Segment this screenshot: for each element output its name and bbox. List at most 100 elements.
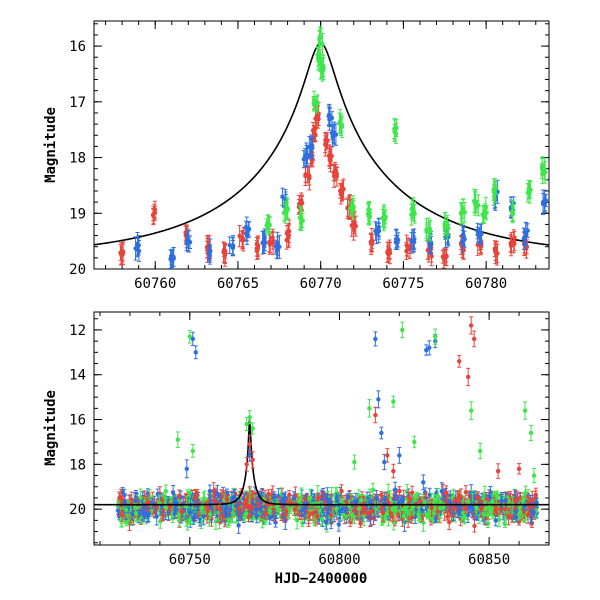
top-series-1-point	[301, 156, 306, 162]
top-series-2-point	[492, 186, 498, 192]
top-axis-ticks: 60760 60765 60770 60775 60780 16 17 18 19 20	[69, 21, 549, 292]
top-series-0-point	[524, 245, 529, 250]
top-series-0-point	[119, 253, 124, 258]
top-series-1-point	[376, 224, 381, 230]
top-series-2-point	[338, 118, 343, 124]
top-series-1-point	[135, 247, 140, 252]
top-series-1-point	[479, 231, 484, 237]
top-series-0-point	[385, 251, 391, 257]
top-series-1-point	[475, 232, 480, 237]
top-series-1-point	[395, 237, 401, 243]
top-series-2-point	[392, 129, 397, 135]
top-series-0-point	[221, 247, 227, 253]
top-series-2-point	[528, 187, 533, 192]
top-series-0-point	[444, 253, 449, 258]
top-series-1-point	[274, 248, 279, 253]
top-series-1-point	[275, 243, 280, 249]
bottom-data-layer	[94, 316, 549, 534]
top-series-1-point	[543, 198, 549, 203]
top-series-2-point	[367, 207, 372, 213]
top-series-0-point	[333, 168, 339, 173]
top-series-1-point	[327, 114, 333, 119]
top-y-axis-title: Magnitude	[43, 107, 59, 183]
top-series-1-point	[170, 257, 175, 262]
top-y-tick-label: 16	[69, 39, 86, 55]
top-panel: 60760 60765 60770 60775 60780 16 17 18 19 20 Magn…	[43, 20, 550, 292]
top-series-1-point	[521, 236, 527, 242]
top-plot-frame	[93, 20, 550, 270]
top-series-0-point	[267, 239, 272, 245]
bottom-band-point	[236, 523, 241, 528]
bottom-y-tick-label: 16	[69, 413, 86, 429]
top-series-2-point	[350, 203, 355, 208]
bottom-y-tick-label: 12	[69, 323, 86, 339]
top-series-2-point	[428, 228, 433, 233]
top-series-1-point	[540, 201, 546, 207]
top-series-1-point	[304, 152, 309, 157]
top-series-2-point	[317, 37, 322, 42]
top-series-0-point	[150, 212, 156, 217]
bottom-x-tick-label: 60800	[318, 552, 360, 568]
top-x-tick-label: 60765	[217, 276, 259, 292]
top-series-1-point	[207, 250, 212, 256]
top-series-0-point	[237, 233, 242, 239]
top-series-2-point	[483, 205, 488, 210]
top-series-1-point	[280, 194, 285, 199]
top-series-2-point	[321, 63, 326, 69]
top-series-0-point	[331, 173, 337, 179]
top-y-tick-label: 17	[69, 95, 86, 111]
top-series-2-point	[320, 41, 325, 47]
top-series-2-point	[462, 210, 467, 215]
top-series-1-point	[525, 228, 530, 233]
top-series-0-point	[341, 186, 346, 192]
top-series-0-point	[327, 155, 332, 160]
top-series-0-point	[493, 250, 498, 255]
bottom-clipped-data	[94, 316, 549, 534]
top-series-1-point	[186, 239, 191, 244]
bottom-band-point	[336, 522, 342, 527]
top-series-0-point	[440, 254, 446, 260]
top-series-0-point	[511, 239, 516, 244]
top-series-1-point	[307, 144, 312, 150]
top-y-tick-label: 19	[69, 206, 86, 222]
top-series-2-point	[339, 124, 345, 129]
top-series-1-point	[262, 240, 268, 246]
top-series-0-point	[305, 172, 311, 177]
top-series-2-point	[492, 194, 497, 199]
top-x-tick-label: 60775	[382, 276, 424, 292]
top-x-tick-label: 60770	[300, 276, 342, 292]
bottom-x-tick-label: 60750	[169, 552, 211, 568]
top-series-2-point	[443, 220, 448, 226]
top-series-2-point	[380, 215, 385, 221]
top-series-1-point	[411, 239, 417, 245]
top-series-1-point	[333, 132, 339, 137]
bottom-y-tick-label: 20	[69, 502, 86, 518]
top-series-2-point	[311, 100, 317, 106]
top-series-0-point	[315, 114, 321, 120]
top-data-layer	[94, 26, 549, 269]
top-y-tick-label: 20	[69, 262, 86, 278]
top-series-0-point	[222, 253, 228, 258]
top-series-2-point	[299, 216, 304, 222]
top-x-tick-label: 60780	[465, 276, 507, 292]
bottom-plot-frame	[93, 311, 550, 546]
top-series-2-point	[458, 211, 464, 216]
top-series-2-point	[283, 210, 288, 215]
bottom-band-point	[445, 514, 450, 519]
top-series-2-point	[510, 208, 516, 214]
bottom-y-tick-label: 18	[69, 457, 86, 473]
top-clipped-data	[94, 26, 549, 269]
top-series-0-point	[254, 248, 260, 254]
bottom-band-point	[300, 521, 305, 526]
bottom-band-point	[446, 520, 452, 525]
top-series-2-point	[424, 227, 429, 232]
top-series-2-point	[542, 166, 547, 172]
bottom-band-point	[370, 487, 376, 493]
top-series-0-point	[368, 241, 374, 246]
top-series-0-point	[323, 137, 328, 142]
bottom-y-tick-label: 14	[69, 368, 86, 384]
top-series-2-point	[540, 171, 545, 176]
top-series-1-point	[462, 236, 467, 242]
top-series-0-point	[311, 130, 317, 136]
